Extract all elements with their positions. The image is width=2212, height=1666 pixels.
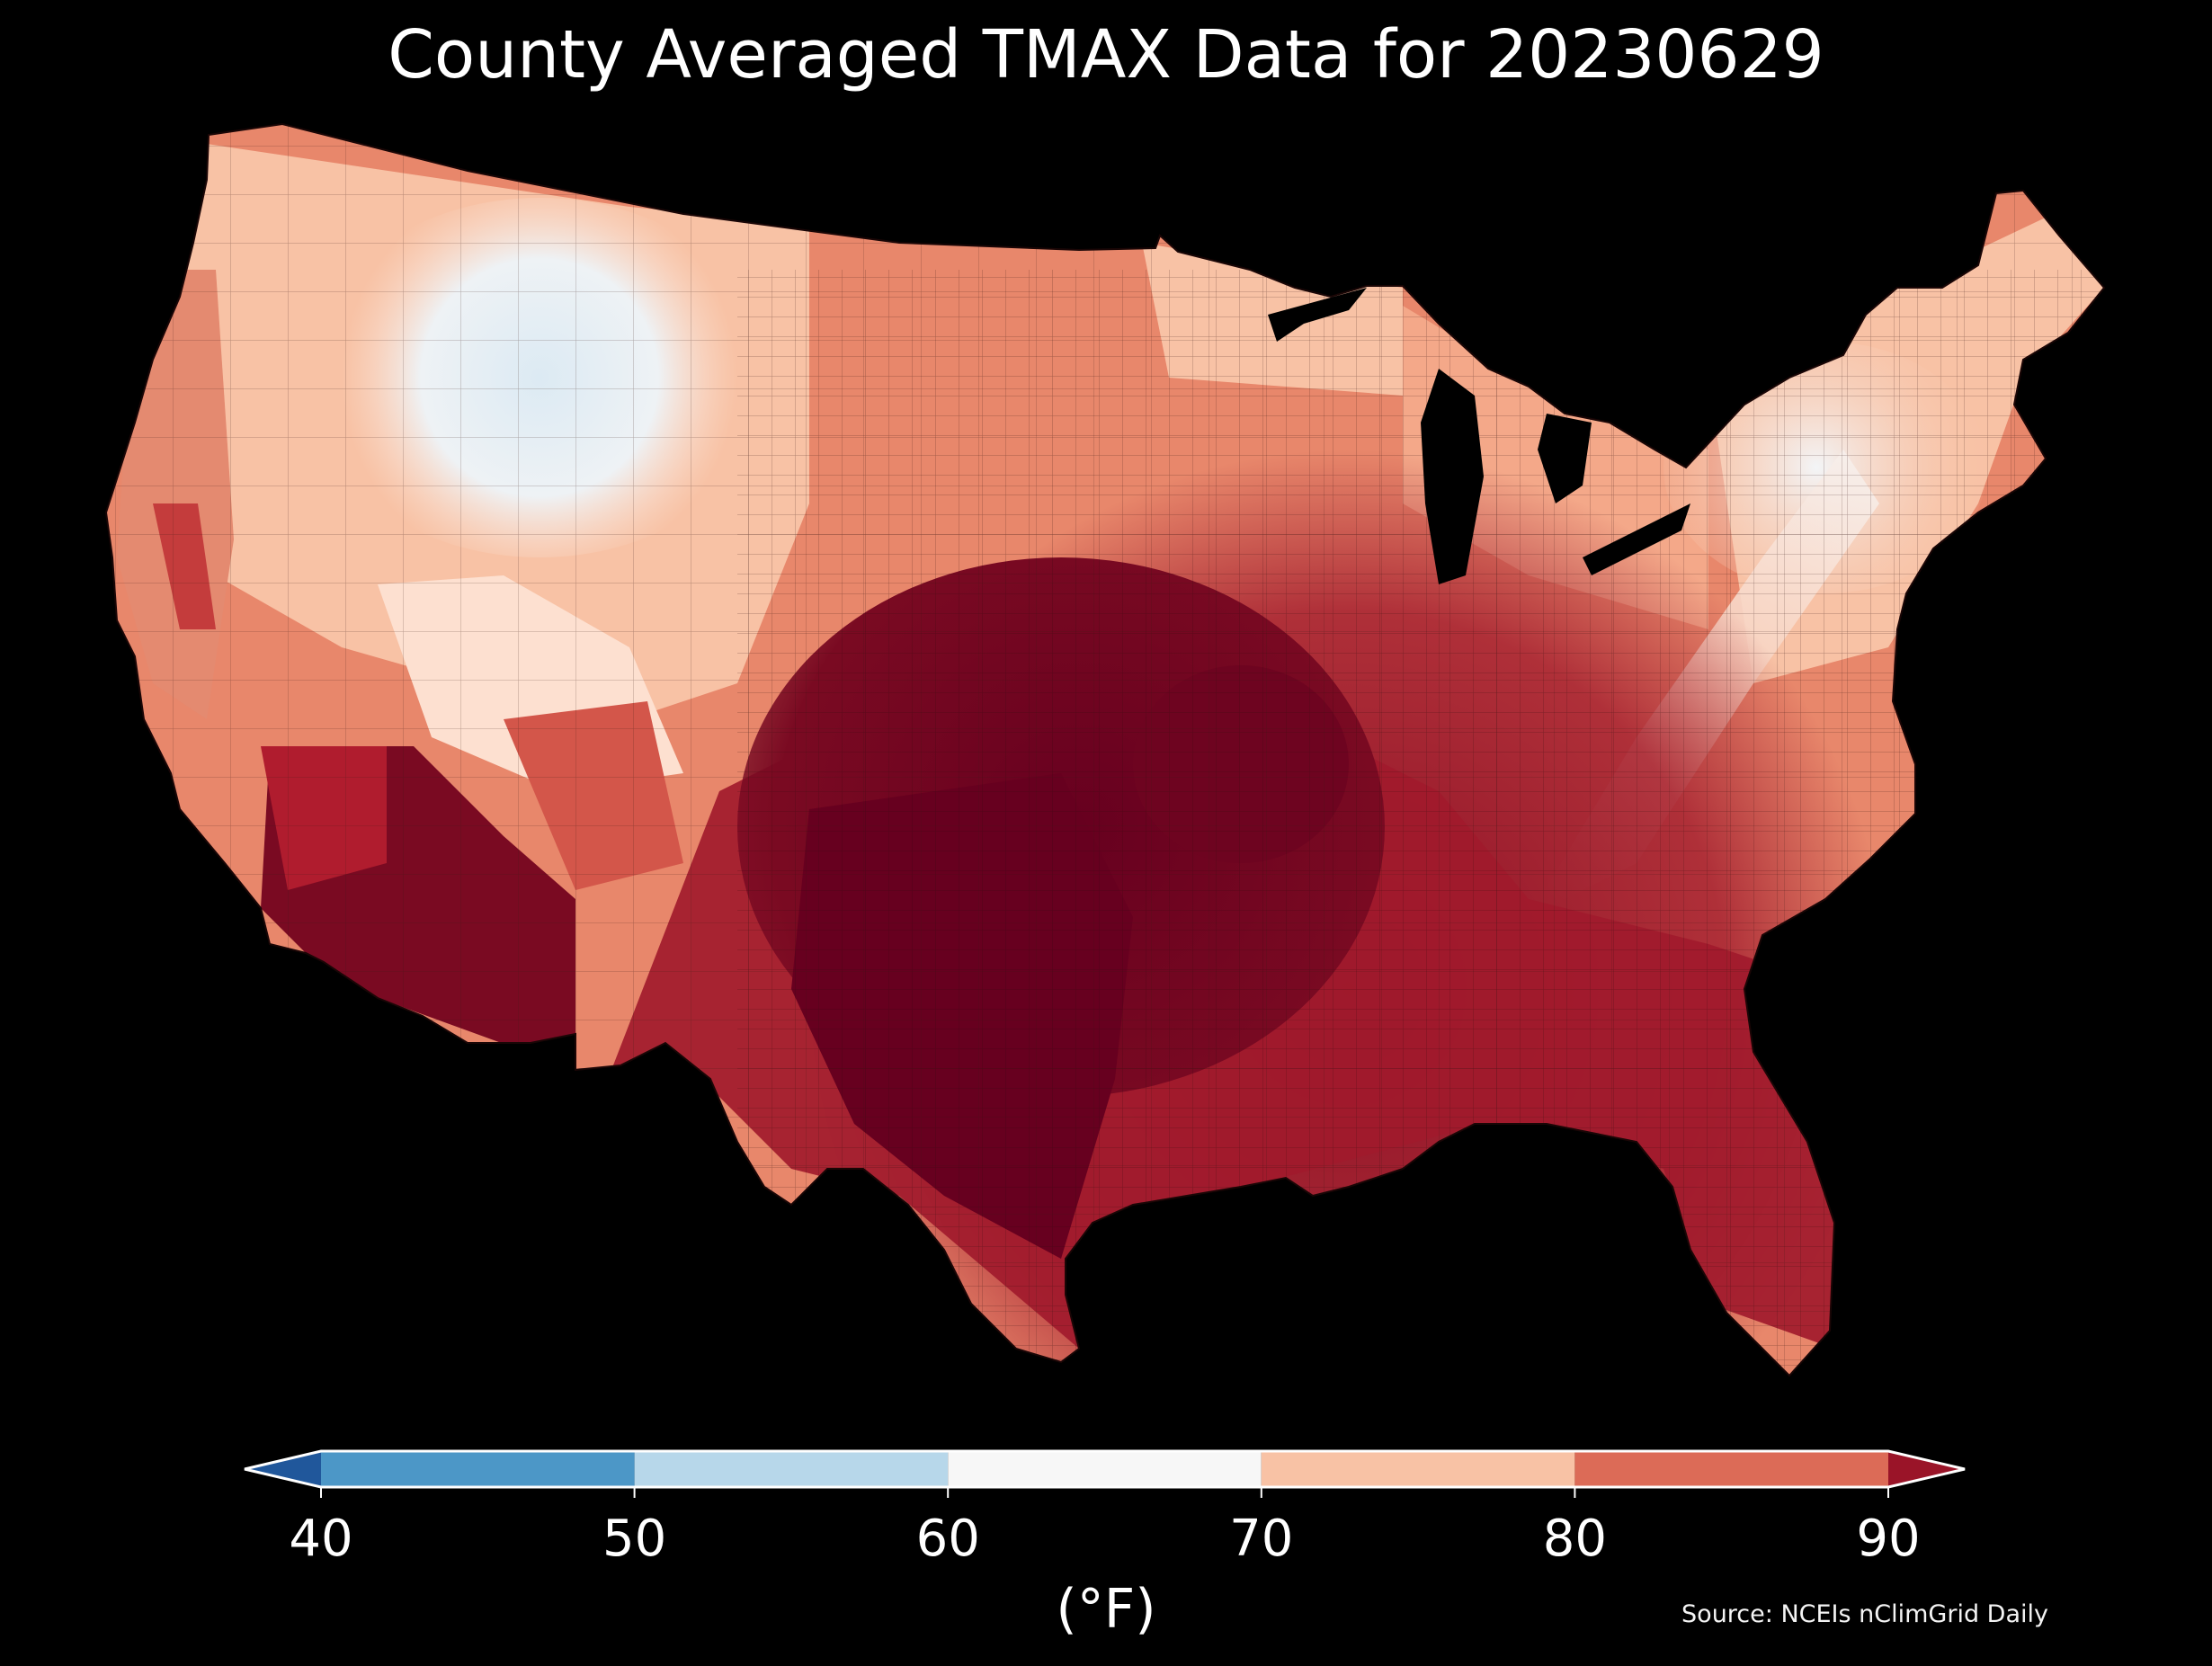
colorbar-tick-label-1: 40 bbox=[289, 1510, 352, 1568]
map-fill-layer bbox=[106, 124, 2104, 1376]
lake-superior bbox=[1268, 288, 1367, 342]
colorbar-bin-4 bbox=[1261, 1451, 1575, 1487]
colorbar-over-arrow bbox=[1888, 1451, 1965, 1487]
colorbar-bin-3 bbox=[948, 1451, 1262, 1487]
colorbar-bin-5 bbox=[1574, 1451, 1888, 1487]
colorbar-unit-label: (°F) bbox=[1056, 1578, 1156, 1641]
colorbar-tick-label-4: 70 bbox=[1229, 1510, 1293, 1568]
source-credit: Source: NCEIs nClimGrid Daily bbox=[1681, 1600, 2048, 1628]
colorbar-bin-2 bbox=[634, 1451, 949, 1487]
colorbar-tick-label-6: 90 bbox=[1856, 1510, 1920, 1568]
colorbar-tick-label-5: 80 bbox=[1543, 1510, 1607, 1568]
colorbar-under-arrow bbox=[245, 1451, 321, 1487]
colorbar: 40 50 60 70 80 90 bbox=[244, 1449, 1966, 1568]
lake-huron bbox=[1538, 414, 1592, 503]
colorbar-bin-1 bbox=[321, 1451, 635, 1487]
lake-michigan bbox=[1421, 369, 1484, 584]
map-title: County Averaged TMAX Data for 20230629 bbox=[388, 16, 1824, 94]
lake-erie bbox=[1583, 503, 1690, 575]
colorbar-tick-label-2: 50 bbox=[602, 1510, 666, 1568]
us-county-map bbox=[105, 123, 2105, 1376]
colorbar-tick-label-3: 60 bbox=[916, 1510, 980, 1568]
